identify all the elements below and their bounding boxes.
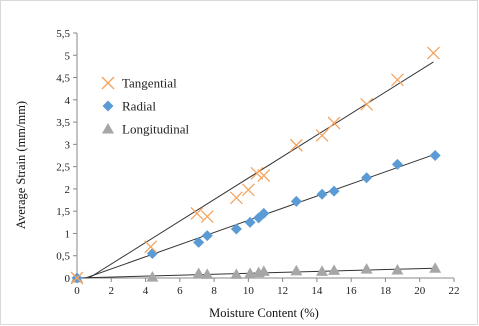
data-point-radial (316, 188, 328, 200)
data-point-tangential (289, 138, 303, 152)
data-point-longitudinal (244, 267, 257, 279)
y-axis-title: Average Strain (mm/mm) (14, 101, 28, 229)
x-tick-label: 18 (380, 285, 392, 297)
data-point-radial (361, 172, 373, 184)
data-point-tangential (241, 183, 255, 197)
data-point-tangential (200, 210, 214, 223)
x-axis-title: Moisture Content (%) (209, 306, 319, 320)
data-point-tangential (360, 97, 374, 111)
y-tick-label: 4,5 (56, 73, 70, 85)
data-point-longitudinal (316, 265, 329, 276)
data-point-tangential (426, 46, 440, 60)
legend-label-longitudinal: Longitudinal (122, 122, 190, 137)
y-tick-label: 0 (65, 273, 71, 285)
x-tick-label: 22 (449, 285, 460, 297)
data-point-radial (201, 230, 213, 242)
data-point-longitudinal (328, 264, 341, 275)
data-point-longitudinal (429, 262, 442, 273)
data-point-radial (429, 150, 441, 161)
data-point-tangential (250, 166, 264, 180)
data-point-radial (328, 185, 340, 197)
y-tick-label: 1,5 (56, 206, 70, 218)
y-tick-label: 3 (65, 139, 71, 151)
data-point-longitudinal (230, 268, 243, 279)
y-tick-label: 3,5 (56, 117, 70, 129)
y-tick-label: 0,5 (56, 251, 70, 263)
data-point-longitudinal (391, 263, 404, 275)
x-tick-label: 14 (311, 285, 323, 297)
legend-marker-longitudinal (102, 123, 114, 134)
x-tick-label: 16 (346, 285, 358, 297)
data-point-radial (258, 207, 270, 219)
data-point-radial (230, 223, 242, 235)
legend-label-radial: Radial (122, 99, 156, 114)
data-point-tangential (327, 116, 341, 130)
data-point-radial (244, 216, 256, 228)
data-point-radial (290, 195, 302, 207)
x-tick-label: 6 (177, 285, 183, 297)
y-tick-label: 2 (65, 184, 71, 196)
data-point-tangential (190, 206, 204, 220)
y-tick-label: 2,5 (56, 162, 70, 174)
legend-label-tangential: Tangential (122, 76, 177, 91)
y-tick-label: 4 (65, 95, 71, 107)
data-point-longitudinal (360, 263, 373, 274)
y-tick-label: 1 (65, 228, 71, 240)
legend-marker-tangential (101, 76, 115, 90)
data-point-tangential (257, 169, 271, 183)
data-point-longitudinal (201, 268, 214, 279)
data-point-radial (193, 236, 205, 248)
data-point-tangential (144, 240, 158, 254)
x-tick-label: 4 (143, 285, 149, 297)
x-tick-label: 12 (277, 285, 288, 297)
y-tick-label: 5,5 (56, 28, 70, 40)
data-point-longitudinal (192, 267, 205, 279)
x-tick-label: 0 (74, 285, 80, 297)
data-point-tangential (315, 128, 329, 142)
x-tick-label: 2 (109, 285, 115, 297)
y-tick-label: 5 (65, 50, 71, 62)
data-points (70, 46, 442, 285)
data-point-longitudinal (146, 271, 159, 282)
x-tick-label: 20 (414, 285, 426, 297)
legend-marker-radial (102, 100, 114, 112)
data-point-tangential (70, 271, 84, 285)
x-tick-label: 10 (243, 285, 255, 297)
data-point-longitudinal (257, 265, 270, 276)
x-tick-label: 8 (211, 285, 217, 297)
data-point-longitudinal (290, 264, 303, 276)
data-point-tangential (390, 73, 404, 87)
data-point-tangential (229, 191, 243, 205)
legend: Tangential Radial Longitudinal (101, 76, 190, 137)
data-point-radial (391, 158, 403, 170)
